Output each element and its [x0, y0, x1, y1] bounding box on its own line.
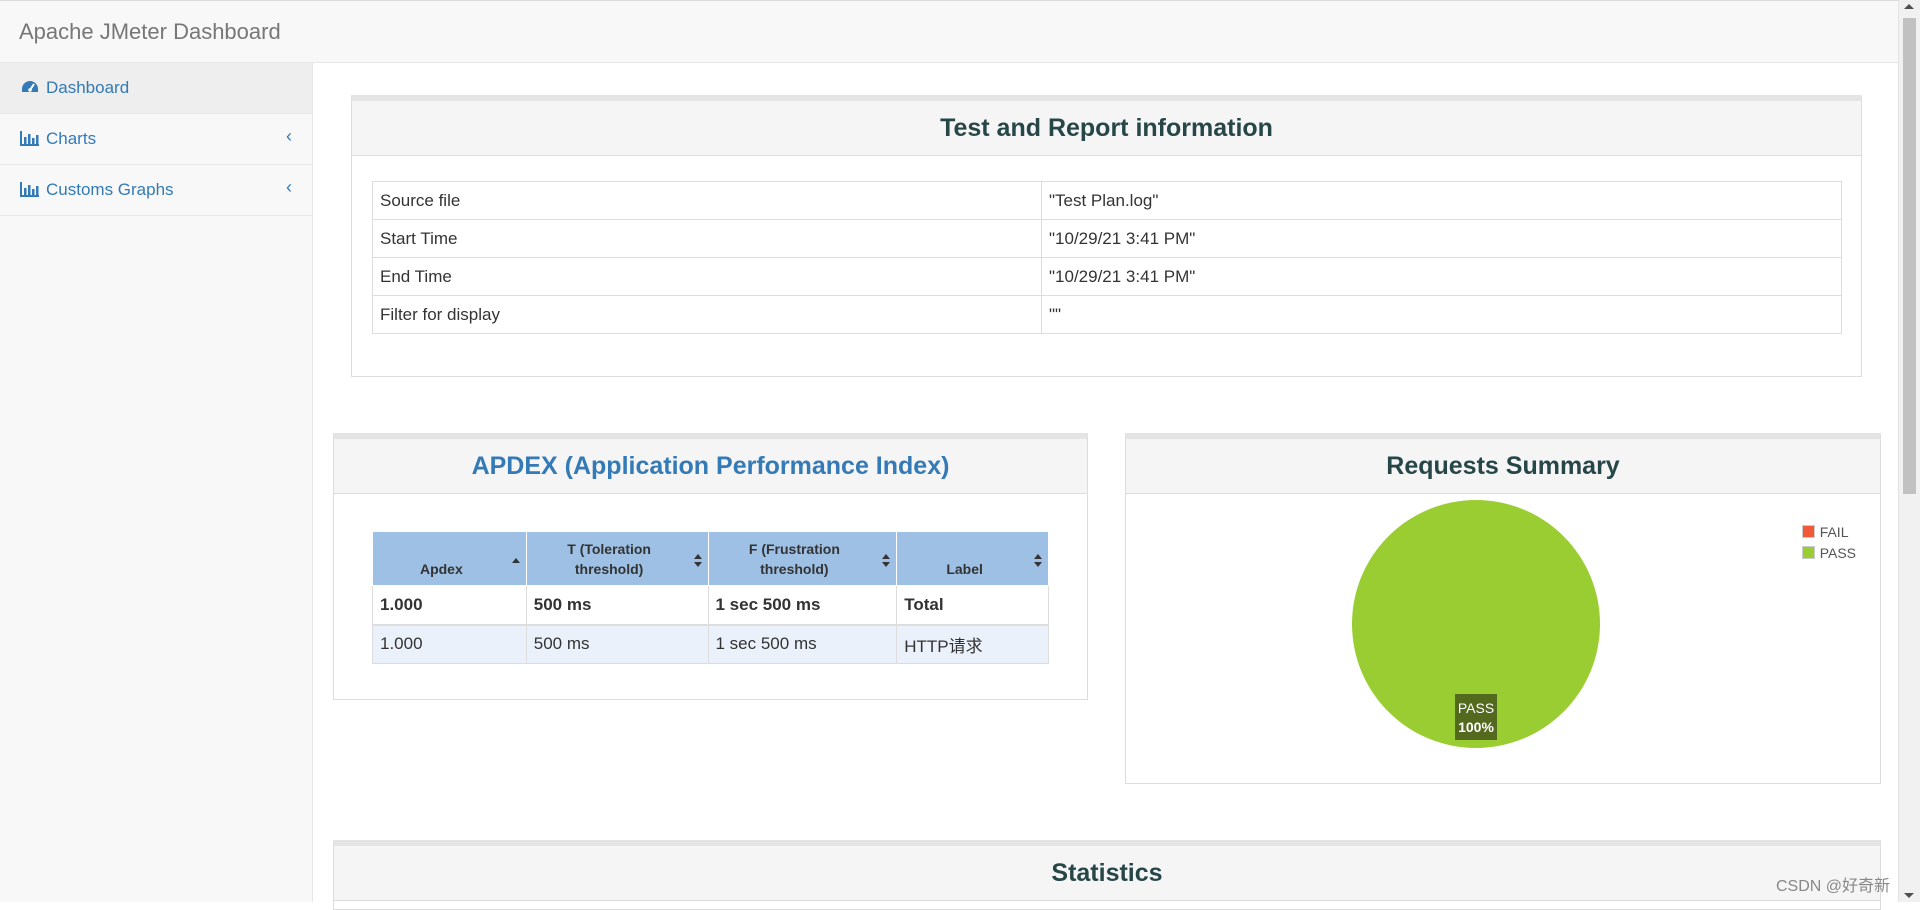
- column-header-frustration[interactable]: F (Frustration threshold): [707, 531, 898, 586]
- info-key: End Time: [372, 257, 1042, 296]
- sort-asc-icon: [511, 554, 520, 568]
- cell: 500 ms: [525, 585, 709, 626]
- pie-slice-label: PASS 100%: [1455, 694, 1497, 740]
- column-header-toleration[interactable]: T (Toleration threshold): [525, 531, 709, 586]
- pie-slice-pass[interactable]: [1352, 500, 1600, 748]
- info-key: Start Time: [372, 219, 1042, 258]
- table-row: End Time "10/29/21 3:41 PM": [372, 257, 1842, 296]
- table-row: Start Time "10/29/21 3:41 PM": [372, 219, 1842, 258]
- scroll-thumb[interactable]: [1903, 18, 1916, 494]
- info-value: "Test Plan.log": [1041, 181, 1842, 220]
- pie-chart[interactable]: PASS 100%: [1126, 499, 1880, 789]
- test-info-panel: Test and Report information Source file …: [351, 95, 1862, 377]
- table-row-total: 1.000 500 ms 1 sec 500 ms Total: [372, 585, 1049, 626]
- pie-label-text: PASS: [1458, 700, 1494, 716]
- scroll-up-icon[interactable]: [1904, 4, 1914, 9]
- header-label: F (Frustration threshold): [748, 541, 840, 577]
- bar-chart-icon: [20, 182, 39, 197]
- sort-icon: [882, 554, 891, 568]
- cell: 1.000: [372, 624, 527, 664]
- scroll-down-icon[interactable]: [1904, 893, 1914, 898]
- column-header-apdex[interactable]: Apdex: [372, 531, 527, 586]
- chevron-left-icon[interactable]: ‹: [286, 177, 292, 197]
- sidebar-item-label: Dashboard: [46, 78, 130, 97]
- cell: 500 ms: [525, 624, 709, 664]
- cell: 1.000: [372, 585, 527, 626]
- dashboard-icon: [22, 81, 38, 92]
- apdex-panel: APDEX (Application Performance Index) Ap…: [333, 433, 1088, 700]
- column-header-label[interactable]: Label: [896, 531, 1049, 586]
- info-value: "10/29/21 3:41 PM": [1041, 257, 1842, 296]
- app-title[interactable]: Apache JMeter Dashboard: [19, 19, 281, 44]
- info-value: "10/29/21 3:41 PM": [1041, 219, 1842, 258]
- requests-summary-title: Requests Summary: [1126, 439, 1880, 494]
- cell: HTTP请求: [896, 624, 1049, 664]
- sort-icon: [693, 554, 702, 568]
- statistics-title: Statistics: [334, 846, 1880, 901]
- legend-swatch: [1801, 546, 1815, 559]
- requests-summary-panel: Requests Summary PASS 100% FAIL PASS: [1125, 433, 1881, 784]
- info-value: "": [1041, 295, 1842, 334]
- test-info-table: Source file "Test Plan.log" Start Time "…: [372, 181, 1842, 334]
- chart-legend: FAIL PASS: [1801, 521, 1856, 563]
- table-row: Filter for display "": [372, 295, 1842, 334]
- legend-label: FAIL: [1819, 523, 1849, 540]
- header-label: T (Toleration threshold): [567, 541, 651, 577]
- bar-chart-icon: [20, 131, 39, 146]
- cell: 1 sec 500 ms: [707, 585, 898, 626]
- info-key: Source file: [372, 181, 1042, 220]
- apdex-table: Apdex T (Toleration threshold) F (Frustr…: [372, 531, 1049, 664]
- sidebar: Dashboard Charts ‹ Customs Graphs ‹: [0, 63, 313, 902]
- header-label: Label: [946, 561, 983, 577]
- header-label: Apdex: [419, 561, 463, 577]
- page-scrollbar[interactable]: [1898, 0, 1920, 902]
- sidebar-item-label: Customs Graphs: [46, 180, 174, 199]
- chevron-left-icon[interactable]: ‹: [286, 126, 292, 146]
- apdex-header-row: Apdex T (Toleration threshold) F (Frustr…: [372, 531, 1049, 586]
- sidebar-item-charts[interactable]: Charts ‹: [0, 114, 312, 165]
- top-navbar: Apache JMeter Dashboard: [0, 0, 1898, 63]
- sort-icon: [1034, 554, 1042, 568]
- legend-label: PASS: [1819, 544, 1856, 561]
- table-row: Source file "Test Plan.log": [372, 181, 1842, 220]
- legend-swatch: [1801, 525, 1815, 538]
- cell: 1 sec 500 ms: [707, 624, 898, 664]
- sidebar-item-customs-graphs[interactable]: Customs Graphs ‹: [0, 165, 312, 216]
- test-info-title: Test and Report information: [352, 101, 1861, 156]
- sidebar-item-label: Charts: [46, 129, 97, 148]
- apdex-title[interactable]: APDEX (Application Performance Index): [334, 439, 1087, 494]
- legend-item-pass[interactable]: PASS: [1801, 542, 1856, 563]
- statistics-panel: Statistics: [333, 840, 1881, 910]
- pie-percent-text: 100%: [1458, 719, 1494, 735]
- legend-item-fail[interactable]: FAIL: [1801, 521, 1856, 542]
- sidebar-item-dashboard[interactable]: Dashboard: [0, 63, 312, 114]
- table-row: 1.000 500 ms 1 sec 500 ms HTTP请求: [372, 624, 1049, 664]
- watermark: CSDN @好奇新: [1775, 878, 1890, 895]
- cell: Total: [896, 585, 1049, 626]
- info-key: Filter for display: [372, 295, 1042, 334]
